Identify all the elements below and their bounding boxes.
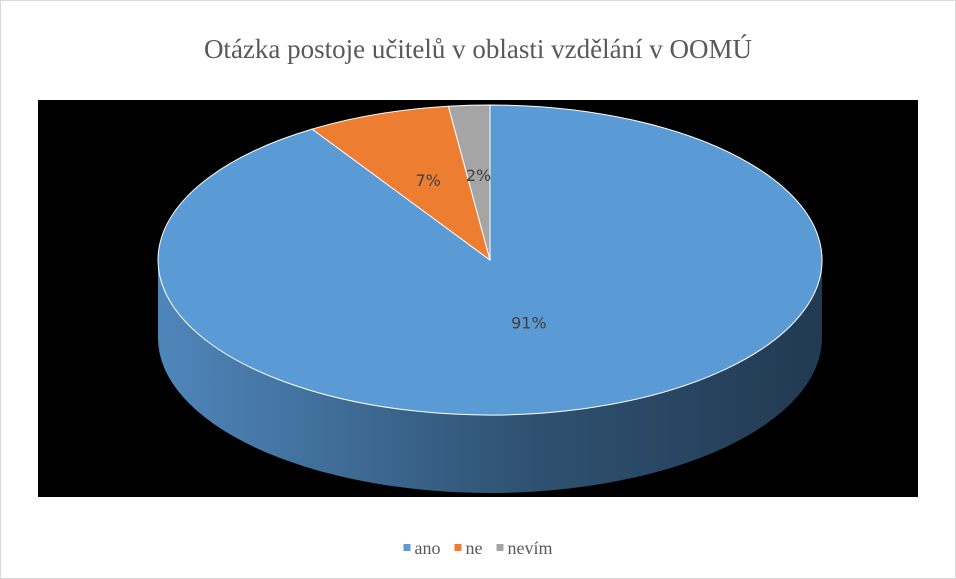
slice-side bbox=[158, 260, 822, 493]
data-label: 2% bbox=[466, 166, 491, 185]
legend-marker bbox=[403, 544, 411, 551]
legend-marker bbox=[496, 544, 504, 551]
legend-item: ano bbox=[403, 538, 441, 558]
slice bbox=[310, 105, 491, 262]
slice bbox=[447, 104, 491, 261]
legend-label: ano bbox=[415, 538, 441, 558]
data-label: 91% bbox=[511, 314, 547, 333]
legend-label: nevím bbox=[508, 538, 553, 558]
legend-item: nevím bbox=[496, 538, 553, 558]
data-label: 7% bbox=[415, 171, 440, 190]
legend-label: ne bbox=[466, 538, 483, 558]
chart-title: Otázka postoje učitelů v oblasti vzdělán… bbox=[204, 34, 752, 64]
legend-item: ne bbox=[454, 538, 483, 558]
legend-marker bbox=[454, 544, 462, 551]
legend: ano ne nevím bbox=[403, 538, 553, 558]
